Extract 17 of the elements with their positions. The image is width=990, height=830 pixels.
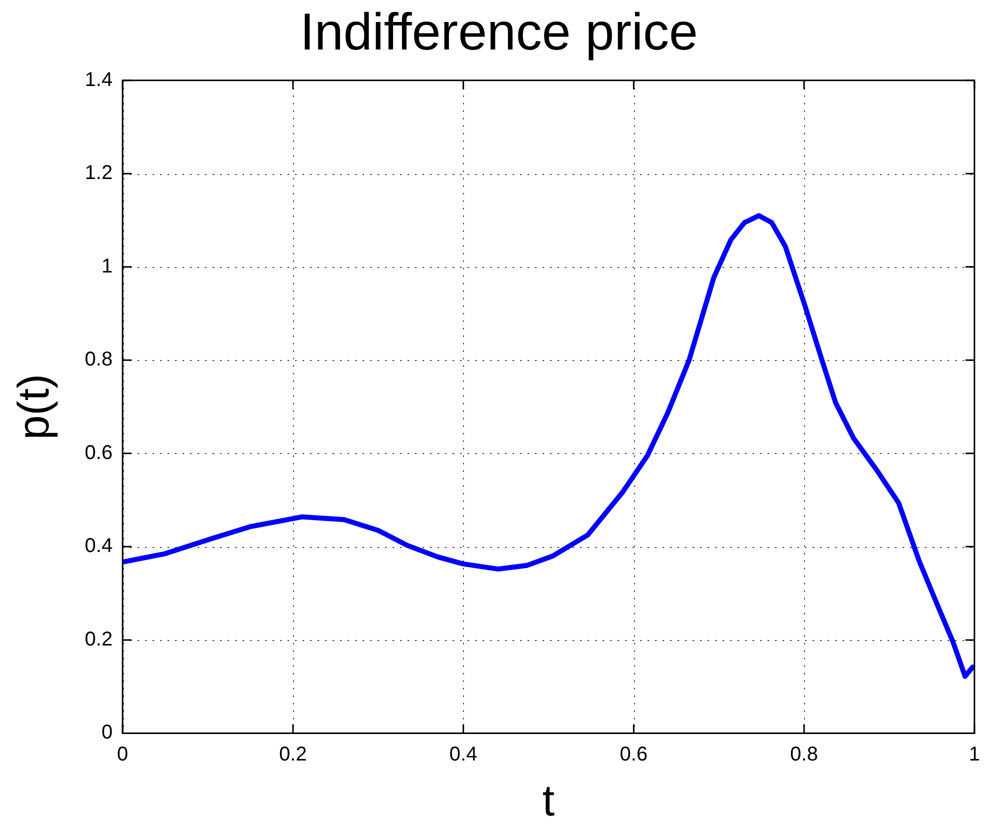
x-axis-title: t [542, 776, 555, 826]
x-tick-label: 1 [968, 744, 980, 766]
y-tick-label: 0.2 [84, 628, 113, 650]
x-tick-label: 0.8 [790, 744, 818, 766]
y-axis-title: p(t) [10, 374, 59, 440]
x-tick-label: 0.4 [449, 744, 478, 766]
x-tick-label: 0.2 [279, 744, 307, 766]
y-tick-label: 0.4 [84, 535, 113, 558]
y-tick-label: 0.6 [84, 442, 113, 464]
y-tick-label: 1.2 [84, 162, 113, 184]
y-tick-label: 0.8 [84, 348, 113, 371]
chart-title: Indifference price [300, 4, 698, 62]
y-tick-label: 1 [101, 255, 113, 278]
y-tick-label: 1.4 [84, 68, 113, 91]
x-tick-label: 0.6 [620, 744, 648, 766]
x-tick-label: 0 [117, 744, 128, 766]
y-tick-label: 0 [101, 722, 113, 744]
